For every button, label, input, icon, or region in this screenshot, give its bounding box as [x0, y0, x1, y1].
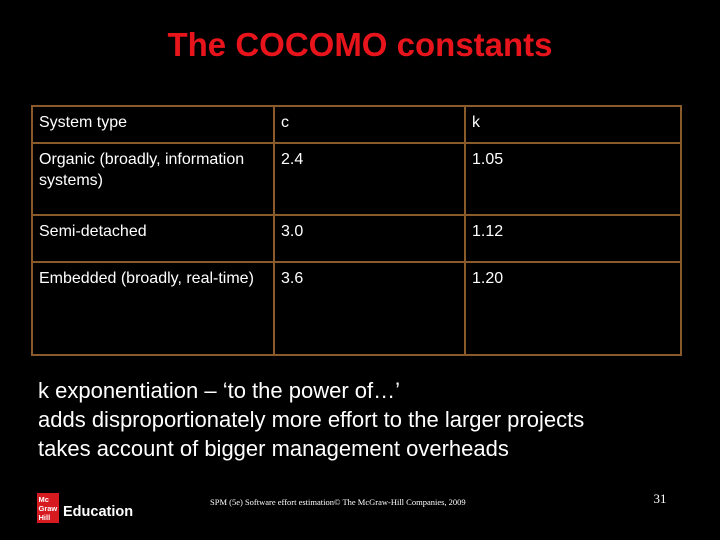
cell-system-type: Embedded (broadly, real-time): [31, 261, 275, 356]
table-header-row: System type c k: [31, 105, 682, 144]
mcgraw-hill-education-logo: Mc Graw Hill Education: [37, 493, 133, 523]
logo-graw: Graw: [39, 504, 58, 513]
cell-system-type: Organic (broadly, information systems): [31, 142, 275, 216]
logo-hill: Hill: [39, 513, 51, 522]
table-row: Embedded (broadly, real-time) 3.6 1.20: [31, 261, 682, 356]
cell-c: 3.0: [273, 214, 466, 263]
note-line: k exponentiation – ‘to the power of…’: [38, 378, 401, 403]
cell-k: 1.05: [464, 142, 682, 216]
cell-c: 3.6: [273, 261, 466, 356]
logo-red-block: [37, 493, 59, 523]
cell-k: 1.20: [464, 261, 682, 356]
logo-education: Education: [63, 504, 133, 520]
cell-system-type: Semi-detached: [31, 214, 275, 263]
table-row: Organic (broadly, information systems) 2…: [31, 142, 682, 216]
cell-c: 2.4: [273, 142, 466, 216]
slide-title: The COCOMO constants: [167, 26, 553, 63]
page-number: 31: [653, 491, 667, 506]
table-row: Semi-detached 3.0 1.12: [31, 214, 682, 263]
note-line: adds disproportionately more effort to t…: [38, 407, 585, 432]
cell-k: 1.12: [464, 214, 682, 263]
header-k: k: [464, 105, 682, 144]
footer-copyright: SPM (5e) Software effort estimation© The…: [210, 497, 466, 507]
note-line: takes account of bigger management overh…: [38, 436, 509, 461]
header-system-type: System type: [31, 105, 275, 144]
logo-mc: Mc: [39, 495, 49, 504]
cocomo-constants-table: System type c k Organic (broadly, inform…: [31, 105, 682, 356]
notes-text: k exponentiation – ‘to the power of…’ ad…: [38, 376, 698, 463]
header-c: c: [273, 105, 466, 144]
